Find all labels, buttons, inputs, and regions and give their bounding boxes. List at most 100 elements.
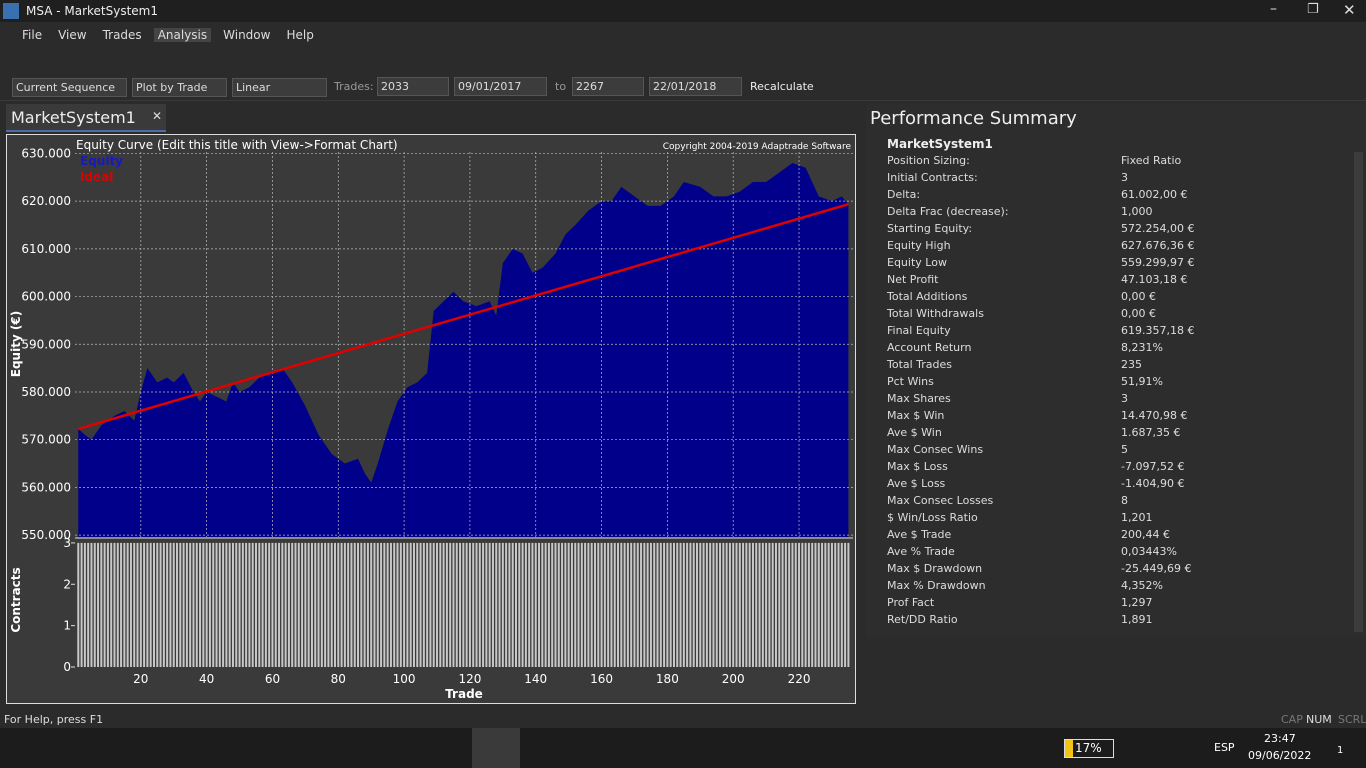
contract-bar (574, 542, 577, 667)
contract-bar (732, 542, 735, 667)
summary-value: 14.470,98 € (1121, 409, 1188, 422)
contract-bar (129, 542, 132, 667)
summary-label: Prof Fact (887, 596, 935, 609)
summary-label: Max $ Win (887, 409, 945, 422)
trade-from[interactable]: 2033 (377, 77, 449, 96)
contract-bar (133, 542, 136, 667)
y-tick-label: 560.000 (21, 480, 71, 494)
contract-bar (152, 542, 155, 667)
recalculate-button[interactable]: Recalculate (750, 80, 814, 93)
contract-bar (593, 542, 596, 667)
y-tick-label: 3 (63, 536, 71, 550)
summary-value: 0,03443% (1121, 545, 1177, 558)
clock-time: 23:47 (1264, 732, 1296, 745)
menu-item[interactable]: Help (286, 28, 314, 42)
sequence-select[interactable]: Current Sequence (12, 78, 127, 97)
y-tick-label: 0 (63, 660, 71, 674)
contract-bar (617, 542, 620, 667)
y-tick-label: 590.000 (21, 337, 71, 351)
date-to[interactable]: 22/01/2018 (649, 77, 742, 96)
active-app[interactable] (472, 728, 520, 768)
summary-label: Total Additions (887, 290, 968, 303)
contract-bar (472, 542, 475, 667)
summary-label: Delta Frac (decrease): (887, 205, 1009, 218)
battery-text: 17% (1075, 741, 1102, 755)
tab-close[interactable]: ✕ (152, 109, 163, 123)
contract-bar (412, 542, 415, 667)
contract-bar (228, 542, 231, 667)
summary-value: 1,201 (1121, 511, 1153, 524)
contract-bar (432, 542, 435, 667)
contract-bar (320, 542, 323, 667)
contract-bar (590, 542, 593, 667)
x-tick-label: 180 (656, 672, 679, 686)
minimize[interactable]: – (1270, 1, 1277, 17)
contract-bar (176, 542, 179, 667)
x-tick-label: 80 (331, 672, 346, 686)
y-axis-label: Equity (€) (9, 311, 23, 378)
contract-bar (485, 542, 488, 667)
language[interactable]: ESP (1214, 741, 1235, 754)
scrollbar[interactable] (1354, 152, 1363, 632)
contract-bar (557, 542, 560, 667)
x-tick-label: 20 (133, 672, 148, 686)
contract-bar (699, 542, 702, 667)
contract-bar (508, 542, 511, 667)
contract-bar (110, 542, 113, 667)
summary-value: 619.357,18 € (1121, 324, 1195, 337)
trade-to[interactable]: 2267 (572, 77, 644, 96)
contract-bar (97, 542, 100, 667)
contract-bar (656, 542, 659, 667)
contract-bar (261, 542, 264, 667)
contract-bar (577, 542, 580, 667)
menu-item[interactable]: Trades (102, 28, 142, 42)
battery[interactable]: 17% (1064, 739, 1114, 758)
contract-bar (77, 542, 80, 667)
contract-bar (225, 542, 228, 667)
close[interactable]: ✕ (1343, 1, 1356, 19)
summary-label: Ave $ Loss (887, 477, 946, 490)
contract-bar (663, 542, 666, 667)
contract-bar (439, 542, 442, 667)
menu-item[interactable]: View (58, 28, 87, 42)
contract-bar (837, 542, 840, 667)
contract-bar (116, 542, 119, 667)
contract-bar (580, 542, 583, 667)
contract-bar (465, 542, 468, 667)
status-bar: For Help, press F1 CAP NUM SCRL (0, 710, 1366, 728)
maximize[interactable]: ❐ (1307, 2, 1319, 17)
menu-item[interactable]: Analysis (153, 28, 212, 42)
doc-tab[interactable]: MarketSystem1 ✕ (6, 104, 166, 132)
contract-bar (248, 542, 251, 667)
contract-bar (284, 542, 287, 667)
summary-label: Max % Drawdown (887, 579, 986, 592)
summary-value: -7.097,52 € (1121, 460, 1185, 473)
contract-bar (380, 542, 383, 667)
contract-bar (268, 542, 271, 667)
menu-item[interactable]: File (22, 28, 43, 42)
contract-bar (347, 542, 350, 667)
scale-select[interactable]: Linear (232, 78, 327, 97)
y-tick-label: 570.000 (21, 433, 71, 447)
contract-bar (745, 542, 748, 667)
contract-bar (113, 542, 116, 667)
menu-bar: File View Trades Analysis Window Help (0, 24, 1366, 46)
contract-bar (350, 542, 353, 667)
contract-bar (235, 542, 238, 667)
contract-bar (100, 542, 103, 667)
contract-bar (475, 542, 478, 667)
contract-bar (419, 542, 422, 667)
plot-select[interactable]: Plot by Trade (132, 78, 227, 97)
summary-label: $ Win/Loss Ratio (887, 511, 978, 524)
summary-label: Starting Equity: (887, 222, 973, 235)
contract-bar (676, 542, 679, 667)
contract-bar (80, 542, 83, 667)
menu-item[interactable]: Window (223, 28, 271, 42)
notification-count[interactable]: 1 (1337, 745, 1344, 756)
summary-panel: Performance Summary MarketSystem1 (866, 104, 1366, 637)
contract-bar (613, 542, 616, 667)
contract-bar (143, 542, 146, 667)
date-from[interactable]: 09/01/2017 (454, 77, 547, 96)
summary-value: 1.687,35 € (1121, 426, 1181, 439)
status-scrl: SCRL (1338, 713, 1366, 726)
